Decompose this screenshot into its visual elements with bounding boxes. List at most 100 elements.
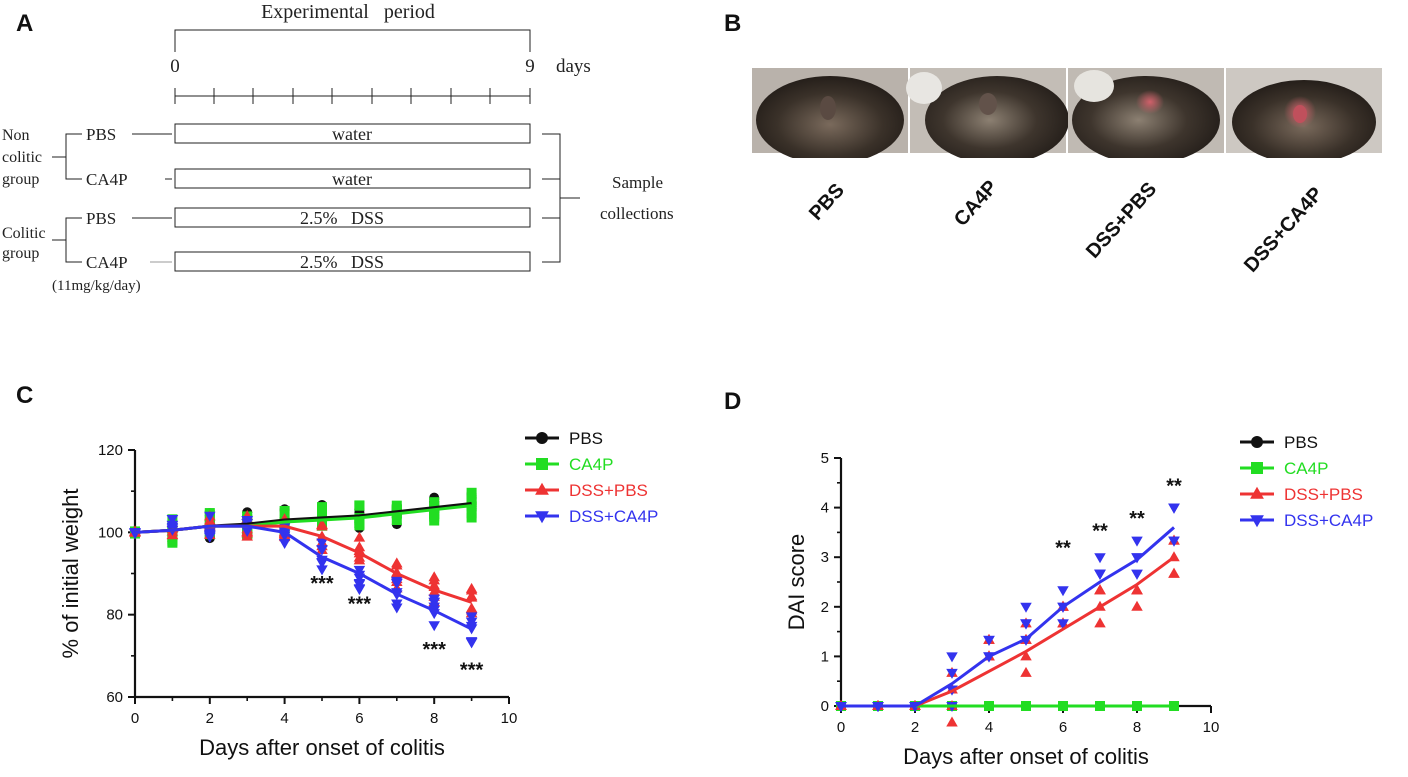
x-axis-title: Days after onset of colitis (903, 744, 1149, 769)
panel-label-d: D (724, 388, 742, 415)
legend-item-ca4p: CA4P (525, 455, 613, 474)
data-point (429, 509, 440, 520)
data-point (1131, 536, 1143, 547)
row-3-treatment: PBS (86, 209, 116, 228)
y-axis-title: DAI score (784, 534, 809, 631)
data-point (1020, 619, 1032, 630)
x-tick-label: 0 (131, 710, 139, 727)
legend-marker (535, 511, 549, 524)
data-point (1094, 617, 1106, 628)
end-day-label: 9 (525, 56, 535, 77)
row-2-treatment: CA4P (86, 170, 128, 189)
y-tick-label: 0 (821, 698, 829, 715)
data-point (1168, 503, 1180, 514)
data-point (278, 539, 291, 550)
data-point (983, 635, 995, 646)
x-tick-label: 0 (837, 719, 845, 736)
endpoint-line1: Sample (612, 173, 663, 192)
legend-label: DSS+PBS (1284, 485, 1363, 504)
group-2-line1: Colitic (2, 225, 46, 242)
period-bracket (174, 29, 531, 52)
data-point (279, 505, 290, 516)
data-point (354, 520, 365, 531)
data-point (946, 652, 958, 663)
legend-label: CA4P (569, 455, 613, 474)
data-point (391, 514, 402, 525)
regimen-bar-2 (174, 168, 531, 189)
significance-label: *** (460, 659, 484, 681)
legend-marker (535, 482, 549, 495)
x-tick-label: 6 (355, 710, 363, 727)
significance-label: ** (1166, 476, 1182, 498)
panel-label-a: A (16, 10, 34, 37)
x-tick-label: 2 (206, 710, 214, 727)
x-tick-label: 4 (985, 719, 993, 736)
group-1-line2: colitic (2, 149, 42, 166)
weight-chart: 0 2 4 6 8 10 60 80 100 120 Days after onset of col… (58, 429, 658, 760)
data-point (946, 668, 958, 679)
y-tick-label: 100 (98, 524, 123, 541)
significance-label: ** (1055, 538, 1071, 560)
y-tick-label: 80 (106, 607, 123, 624)
row-1-treatment: PBS (86, 125, 116, 144)
significance-label: ** (1129, 508, 1145, 530)
legend: PBS CA4P DSS+PBS DSS+CA4P (1240, 433, 1373, 530)
data-point (1168, 536, 1180, 547)
series-line-dss-ca4p (841, 526, 1175, 708)
legend-item-dss-pbs: DSS+PBS (525, 481, 648, 500)
x-tick-label: 8 (1133, 719, 1141, 736)
x-tick-label: 10 (501, 710, 518, 727)
data-point (1094, 584, 1106, 595)
significance-label: *** (310, 573, 334, 595)
photo-dss-pbs (1068, 68, 1224, 158)
x-tick-label: 10 (1203, 719, 1220, 736)
regimen-bar-4 (174, 251, 531, 272)
y-tick-label: 5 (821, 450, 829, 467)
photo-pbs (752, 68, 908, 158)
row-2-regimen: water (332, 169, 372, 189)
legend-marker (1250, 515, 1264, 528)
y-tick-label: 4 (821, 500, 829, 517)
group-2-line2: group (2, 245, 39, 262)
data-point (316, 565, 328, 576)
photo-ca4p (906, 68, 1069, 158)
data-point (465, 617, 478, 628)
data-point (316, 538, 328, 549)
data-point (1057, 619, 1069, 630)
endpoint-line2: collections (600, 204, 674, 223)
data-point (166, 520, 179, 531)
data-point (353, 531, 366, 542)
data-point (1020, 602, 1032, 613)
data-point (428, 574, 440, 585)
dai-chart: 0 2 4 6 8 10 0 1 2 3 4 5 Days after onset of colitis… (784, 433, 1373, 769)
data-point (465, 590, 478, 601)
data-point (316, 520, 328, 531)
y-axis-title: % of initial weight (58, 489, 83, 659)
data-point (353, 584, 366, 595)
panel-label-c: C (16, 382, 34, 409)
legend-label: PBS (1284, 433, 1318, 452)
dose-note: (11mg/kg/day) (52, 278, 141, 294)
data-point (316, 545, 328, 556)
start-day-label: 0 (170, 56, 180, 77)
photo-label-dss-ca4p: DSS+CA4P (1240, 183, 1328, 277)
series-pbs (130, 488, 477, 547)
data-point (1131, 584, 1143, 595)
data-point (1131, 600, 1143, 611)
row-4-regimen: 2.5% DSS (300, 252, 384, 272)
x-tick-label: 8 (430, 710, 438, 727)
legend-marker (536, 458, 548, 470)
experimental-design-diagram: Experimental period 0 9 days PBS CA4P PB… (2, 1, 674, 294)
row-3-regimen: 2.5% DSS (300, 208, 384, 228)
regimen-bar-1 (174, 123, 531, 144)
data-point (129, 528, 141, 539)
series-line-dss-ca4p (134, 524, 473, 631)
photo-label-pbs: PBS (805, 179, 849, 225)
data-point (391, 579, 403, 590)
data-point (1057, 586, 1069, 597)
photo-label-ca4p: CA4P (950, 176, 1003, 231)
series-line-dss-pbs (841, 555, 1175, 708)
data-point (1168, 567, 1180, 578)
photo-strip (752, 68, 1382, 158)
data-point (391, 599, 403, 610)
